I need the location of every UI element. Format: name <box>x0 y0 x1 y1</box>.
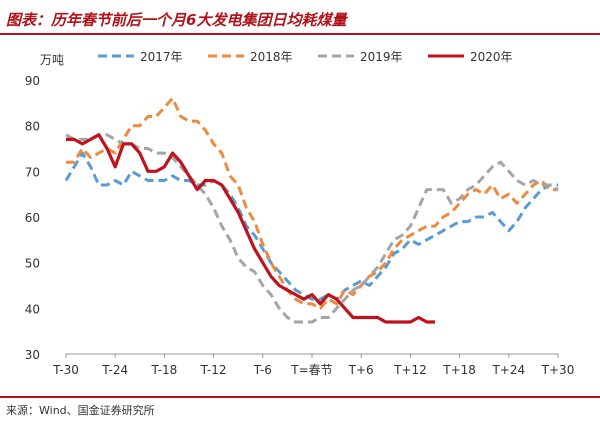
x-tick-label: T-18 <box>150 363 177 377</box>
y-tick-label: 70 <box>25 165 40 179</box>
series-line-2019 <box>65 133 559 324</box>
y-tick-label: 90 <box>25 74 40 88</box>
x-tick-label: T+6 <box>348 363 374 377</box>
legend-label: 2019年 <box>360 50 403 64</box>
chart-title: 图表：历年春节前后一个月6大发电集团日均耗煤量 <box>6 11 347 29</box>
y-tick-label: 80 <box>25 120 40 134</box>
x-tick-label: T-30 <box>52 363 79 377</box>
y-tick-label: 50 <box>25 257 40 271</box>
x-tick-label: T-6 <box>253 363 272 377</box>
y-tick-label: 40 <box>25 302 40 316</box>
legend-label: 2020年 <box>470 50 513 64</box>
chart-legend: 2017年 2018年 2019年 2020年 <box>98 50 513 64</box>
y-axis-label: 万吨 <box>40 53 64 67</box>
legend-label: 2018年 <box>250 50 293 64</box>
series-line-2018 <box>66 96 558 310</box>
y-tick-label: 30 <box>25 348 40 362</box>
chart-axes: 30 40 50 60 70 80 90 T-30 T-24 T-18 T-12 T-6 T=春节 T+6… <box>25 74 575 377</box>
line-chart: 2017年 2018年 2019年 2020年 万吨 30 40 50 60 70 80 90 T-… <box>25 50 575 377</box>
title-divider <box>0 33 600 35</box>
x-tick-label: T=春节 <box>290 363 332 377</box>
series-line-2017 <box>64 151 558 301</box>
x-tick-label: T-12 <box>200 363 227 377</box>
x-tick-label: T+18 <box>442 363 476 377</box>
x-tick-label: T-24 <box>101 363 128 377</box>
plot-area <box>64 96 559 324</box>
title-bar: 图表：历年春节前后一个月6大发电集团日均耗煤量 <box>0 0 600 34</box>
legend-label: 2017年 <box>140 50 183 64</box>
y-tick-label: 60 <box>25 211 40 225</box>
x-tick-label: T+12 <box>393 363 427 377</box>
series-line-2020 <box>66 133 435 324</box>
source-note: 来源：Wind、国金证券研究所 <box>6 404 155 417</box>
x-tick-label: T+24 <box>491 363 525 377</box>
x-tick-label: T+30 <box>541 363 575 377</box>
footer-divider <box>0 396 600 398</box>
